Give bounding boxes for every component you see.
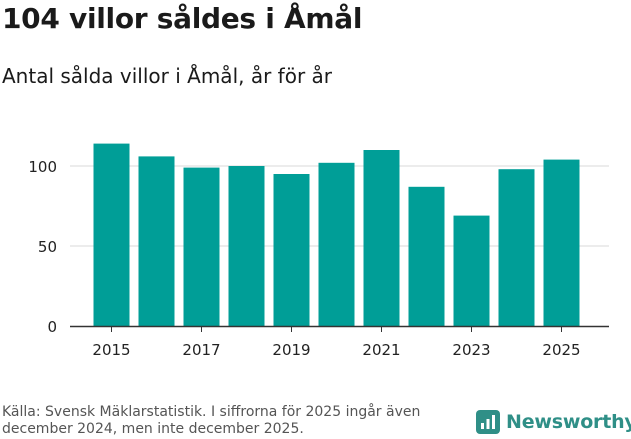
x-tick-label: 2025 [542,341,580,359]
bar [183,167,220,326]
chart-subtitle: Antal sålda villor i Åmål, år för år [2,64,333,88]
y-tick-label: 50 [38,238,57,256]
bar-chart: 0 50 100 2015 2017 2019 2021 2023 2025 [28,143,609,359]
x-tick-label: 2019 [272,341,310,359]
bar [453,215,490,326]
newsworthy-brand[interactable]: Newsworthy [476,408,631,436]
y-tick-label: 0 [47,318,57,336]
bar [543,159,580,326]
bar [93,143,130,326]
x-tick-label: 2021 [362,341,400,359]
brand-name: Newsworthy [506,411,631,433]
bar [498,169,535,326]
bar [408,186,445,326]
x-tick-label: 2017 [182,341,220,359]
bar [273,174,310,326]
bar [138,156,175,326]
y-tick-label: 100 [28,158,57,176]
bar [363,150,400,326]
chart-title: 104 villor såldes i Åmål [2,2,363,35]
x-tick-label: 2023 [452,341,490,359]
x-tick-label: 2015 [92,341,130,359]
bar [318,162,355,326]
bar [228,166,265,326]
source-note: Källa: Svensk Mäklarstatistik. I siffror… [2,404,421,437]
newsworthy-logo-icon [476,410,500,434]
